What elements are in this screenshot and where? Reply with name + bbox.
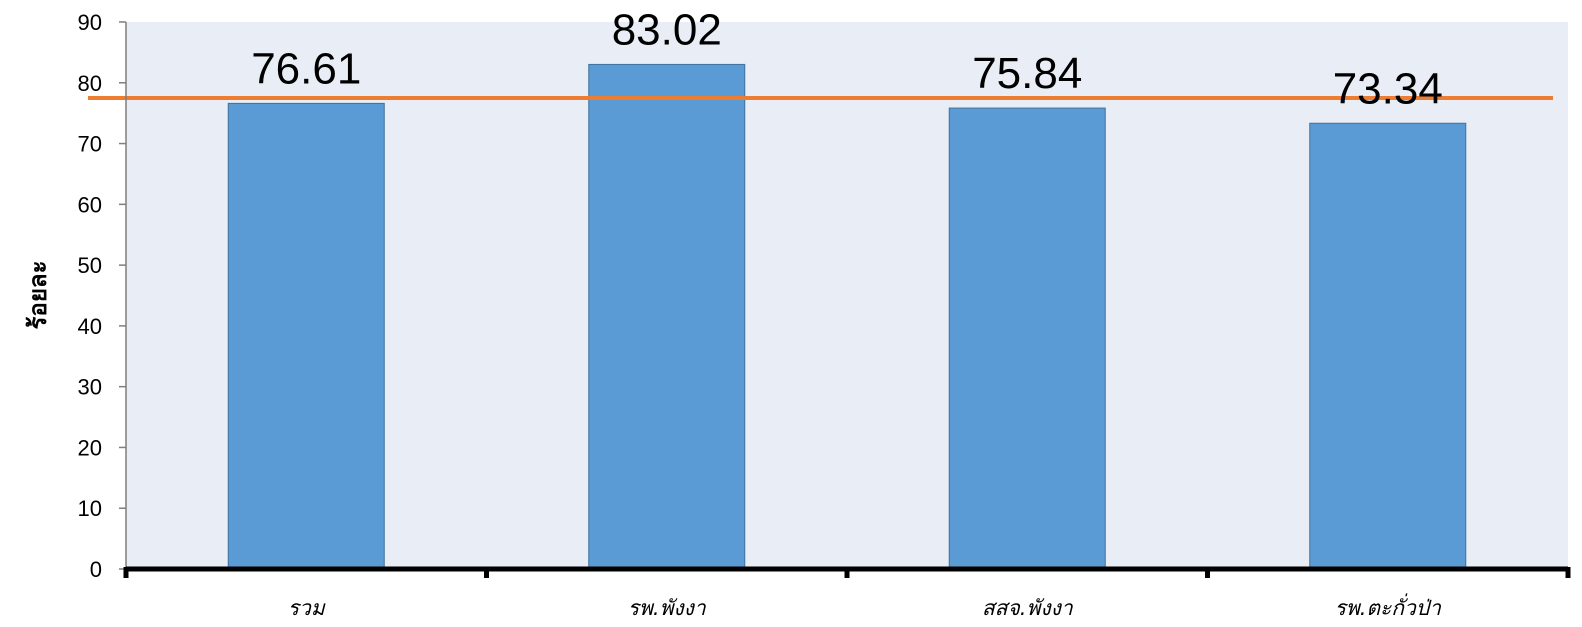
x-category-label: สสจ.พังงา <box>982 596 1074 620</box>
y-tick-label: 30 <box>78 375 102 400</box>
x-category-label: รพ.พังงา <box>628 596 707 620</box>
bar <box>227 102 385 570</box>
bar <box>948 107 1106 570</box>
bar <box>588 63 746 570</box>
data-label: 76.61 <box>251 44 361 93</box>
y-tick-label: 50 <box>78 253 102 278</box>
y-tick-label: 40 <box>78 314 102 339</box>
bar <box>1309 122 1467 570</box>
y-tick-label: 70 <box>78 132 102 157</box>
y-axis-label: ร้อยละ <box>24 261 52 330</box>
y-tick-label: 60 <box>78 192 102 217</box>
y-tick-label: 10 <box>78 496 102 521</box>
x-category-label: รพ.ตะกั่วป่า <box>1335 593 1443 620</box>
data-label: 75.84 <box>972 49 1082 98</box>
x-category-label: รวม <box>288 596 326 620</box>
y-tick-label: 90 <box>78 10 102 35</box>
y-tick-label: 20 <box>78 435 102 460</box>
data-label: 83.02 <box>612 5 722 54</box>
y-tick-label: 0 <box>90 557 102 582</box>
data-label: 73.34 <box>1333 64 1443 113</box>
y-tick-label: 80 <box>78 71 102 96</box>
